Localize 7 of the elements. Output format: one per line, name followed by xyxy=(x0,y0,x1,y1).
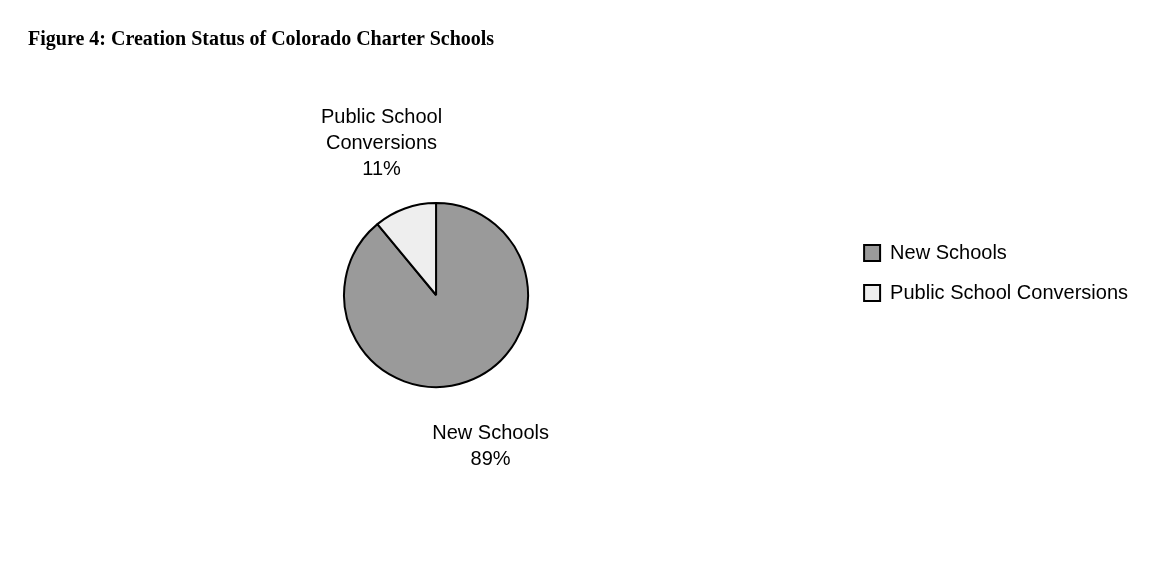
slice-label: New Schools xyxy=(432,421,549,443)
slice-label: Public School Conversions xyxy=(320,105,443,154)
data-label: 89% xyxy=(470,447,511,469)
data-label: 11% xyxy=(362,157,401,180)
legend-label: Public School Conversions xyxy=(890,280,1129,303)
chart-title: Figure 4: Creation Status of Colorado Charter Schools xyxy=(28,27,495,51)
legend-label: New Schools xyxy=(890,240,1007,263)
